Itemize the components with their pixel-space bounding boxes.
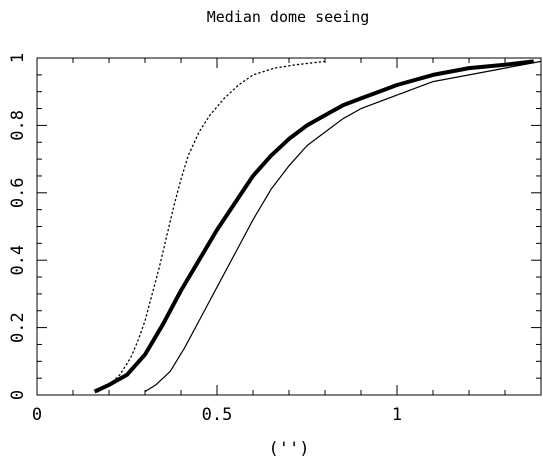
x-tick-label: 0.5 — [202, 405, 233, 425]
series-line-dotted — [97, 60, 326, 393]
y-tick-label: 0.4 — [8, 245, 28, 276]
series-line-thick — [93, 59, 535, 394]
chart-title: Median dome seeing — [207, 8, 370, 26]
y-tick-label: 1 — [8, 53, 28, 63]
y-tick-label: 0 — [8, 390, 28, 400]
x-tick-label: 1 — [392, 405, 402, 425]
y-tick-label: 0.2 — [8, 312, 28, 343]
series-line-thin — [144, 60, 542, 393]
tick-layer: 0 0.5 1 0 0.2 0.4 0.6 0.8 1 — [8, 53, 541, 425]
x-axis-title: ('') — [269, 439, 310, 458]
x-tick-label: 0 — [32, 405, 42, 425]
series-layer — [93, 59, 542, 394]
y-tick-label: 0.6 — [8, 177, 28, 208]
y-tick-label: 0.8 — [8, 110, 28, 141]
plot-frame — [36, 57, 542, 396]
